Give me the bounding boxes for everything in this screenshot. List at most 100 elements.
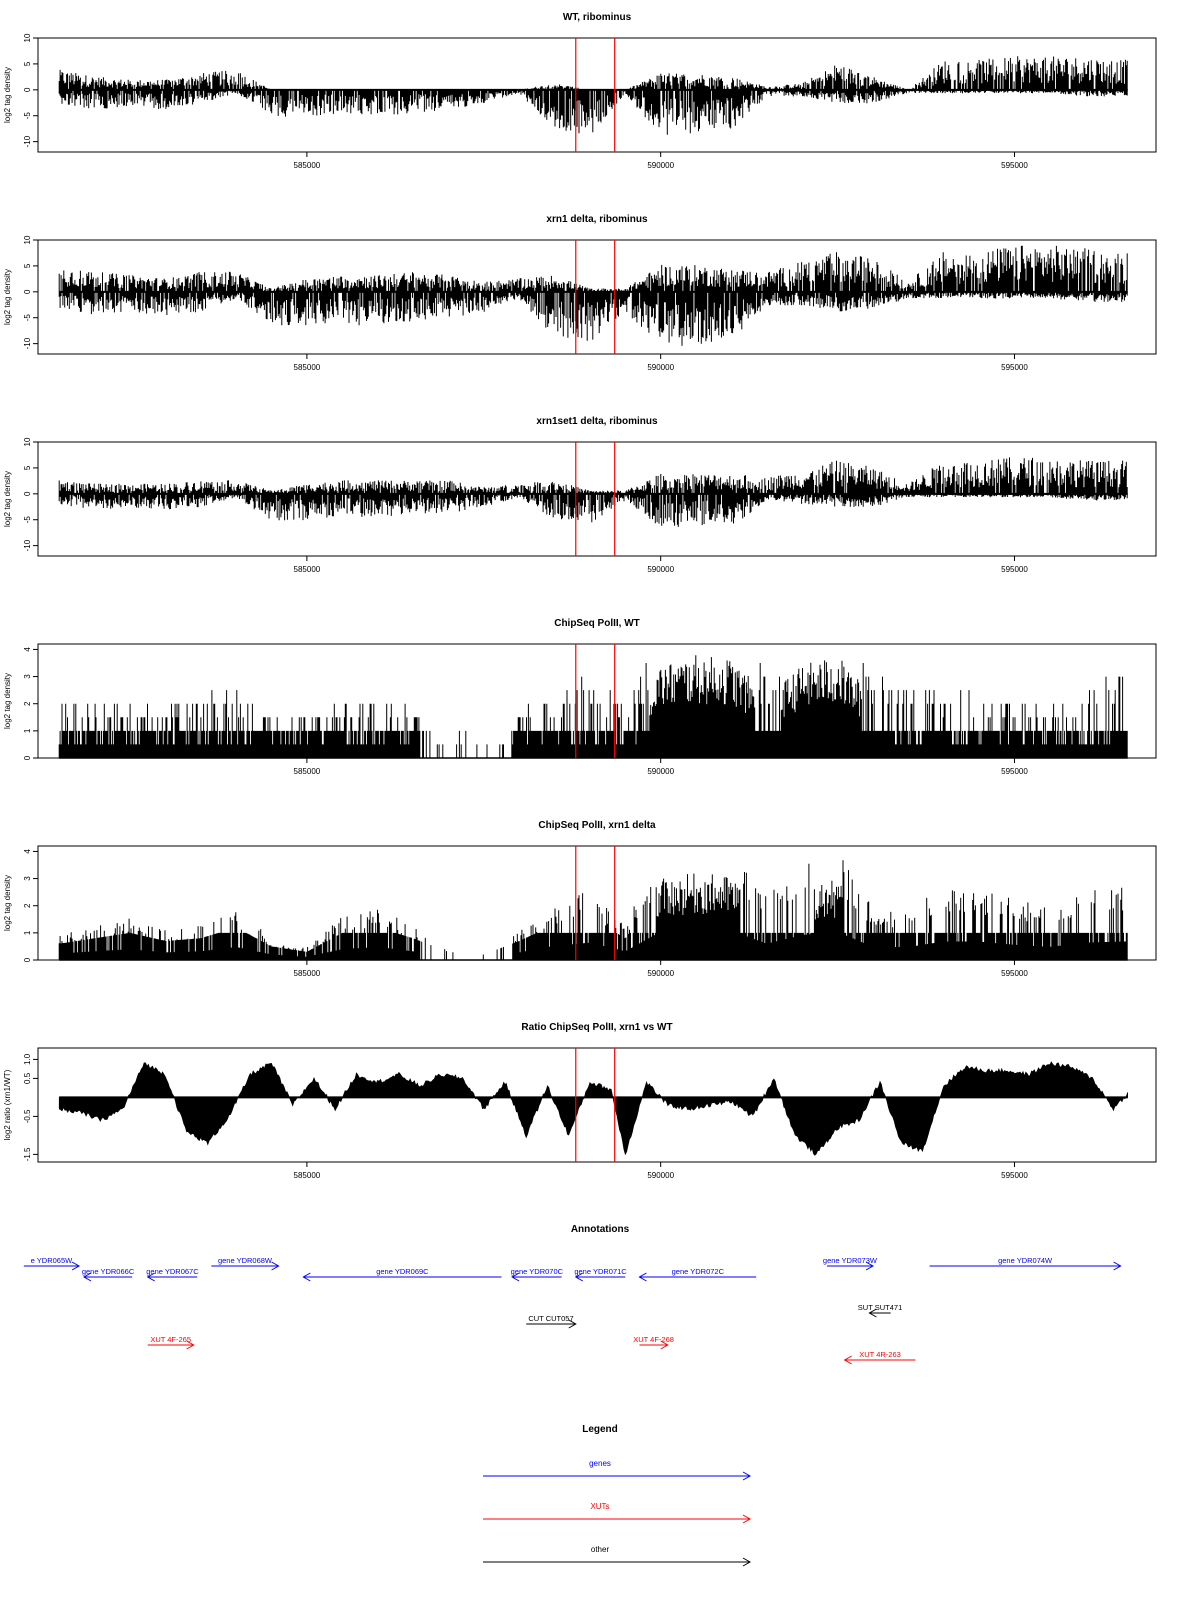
y-tick-label: -0.5: [23, 1109, 32, 1123]
ratio-area-series: [58, 1061, 1128, 1156]
y-tick-label: 0: [23, 755, 32, 760]
chart-panel-3: xrn1set1 delta, ribominus log2 tag densit…: [3, 416, 1157, 574]
legend-item-label: other: [591, 1545, 610, 1554]
y-axis-label: log2 tag density: [3, 875, 12, 931]
y-tick-label: 0: [23, 289, 32, 294]
y-tick-label: 1: [23, 728, 32, 733]
x-tick-label: 590000: [647, 767, 674, 776]
chart-panel-6: Ratio ChipSeq PolII, xrn1 vs WT log2 rati…: [3, 1022, 1157, 1180]
annotations-panel: Annotations e YDR065W gene YDR066C gene YDR…: [23, 1224, 1122, 1365]
xut-arrow-arrowhead: [186, 1340, 195, 1350]
x-tick-label: 585000: [294, 565, 321, 574]
gene-arrow-label: gene YDR066C: [82, 1267, 135, 1276]
y-tick-label: 0.5: [23, 1072, 32, 1084]
gene-arrow-label: gene YDR067C: [146, 1267, 199, 1276]
y-axis-label: log2 tag density: [3, 673, 12, 729]
xut-arrow-arrowhead: [843, 1355, 852, 1365]
annotations-title: Annotations: [571, 1224, 630, 1235]
xut-arrow-label: XUT 4F-268: [633, 1335, 674, 1344]
chart-title: WT, ribominus: [563, 12, 632, 23]
y-tick-label: 2: [23, 903, 32, 908]
gene-arrow-arrowhead: [865, 1261, 874, 1271]
gene-arrow-arrowhead: [511, 1272, 520, 1282]
y-tick-label: -5: [23, 314, 32, 322]
x-tick-label: 595000: [1001, 1171, 1028, 1180]
legend-item-label: genes: [589, 1459, 611, 1468]
y-tick-label: -1.5: [23, 1147, 32, 1161]
y-tick-label: 4: [23, 849, 32, 854]
y-tick-label: 5: [23, 263, 32, 268]
x-tick-label: 595000: [1001, 969, 1028, 978]
plot-frame: [37, 1047, 1157, 1163]
gene-arrow-label: gene YDR070C: [511, 1267, 564, 1276]
x-tick-label: 595000: [1001, 767, 1028, 776]
y-tick-label: 10: [23, 437, 32, 446]
chipseq-bars: [58, 860, 1128, 960]
y-tick-label: 10: [23, 33, 32, 42]
x-tick-label: 590000: [647, 363, 674, 372]
gene-arrow-label: gene YDR073W: [823, 1256, 878, 1265]
y-tick-label: 0: [23, 957, 32, 962]
gene-arrow-arrowhead: [638, 1272, 647, 1282]
other-arrow-arrowhead: [568, 1319, 577, 1329]
legend-item-arrowhead: [742, 1471, 752, 1481]
other-arrow-arrowhead: [868, 1308, 877, 1318]
chart-title: xrn1set1 delta, ribominus: [536, 416, 658, 427]
x-tick-label: 585000: [294, 161, 321, 170]
plus-strand-bars: [58, 245, 1128, 292]
y-axis-label: log2 tag density: [3, 269, 12, 325]
x-tick-label: 585000: [294, 767, 321, 776]
y-axis-label: log2 tag density: [3, 67, 12, 123]
x-tick-label: 590000: [647, 1171, 674, 1180]
gene-arrow-arrowhead: [302, 1272, 311, 1282]
chart-panel-2: xrn1 delta, ribominus log2 tag density 10 5…: [3, 214, 1157, 372]
chart-title: Ratio ChipSeq PolII, xrn1 vs WT: [521, 1022, 672, 1033]
gene-arrow-arrowhead: [146, 1272, 155, 1282]
x-tick-label: 585000: [294, 1171, 321, 1180]
y-tick-label: 3: [23, 674, 32, 679]
y-tick-label: 0: [23, 491, 32, 496]
x-tick-label: 595000: [1001, 565, 1028, 574]
x-tick-label: 590000: [647, 565, 674, 574]
y-tick-label: 1: [23, 930, 32, 935]
y-tick-label: 4: [23, 647, 32, 652]
chart-panel-1: WT, ribominus log2 tag density 10 5 0 -5 -10 58…: [3, 12, 1157, 170]
y-tick-label: 5: [23, 61, 32, 66]
chart-panel-4: ChipSeq PolII, WT log2 tag density 0 1 2 3 4 58…: [3, 618, 1157, 776]
x-tick-label: 585000: [294, 363, 321, 372]
y-tick-label: 3: [23, 876, 32, 881]
x-tick-label: 595000: [1001, 363, 1028, 372]
gene-arrow-label: gene YDR071C: [574, 1267, 627, 1276]
minus-strand-bars: [58, 493, 1128, 527]
y-tick-label: 5: [23, 465, 32, 470]
y-tick-label: -10: [23, 539, 32, 551]
plot-frame: [37, 37, 1157, 153]
xut-arrow-label: XUT 4R-263: [859, 1350, 901, 1359]
plus-strand-bars: [58, 457, 1128, 494]
legend-item-arrowhead: [742, 1514, 752, 1524]
plus-strand-bars: [58, 56, 1128, 90]
chart-panel-5: ChipSeq PolII, xrn1 delta log2 tag densit…: [3, 820, 1157, 978]
gene-arrow-arrowhead: [1113, 1261, 1122, 1271]
chipseq-bars: [58, 655, 1128, 758]
y-tick-label: -10: [23, 135, 32, 147]
other-arrow-label: CUT CUT057: [528, 1314, 573, 1323]
y-axis-label: log2 ratio (xrn1/WT): [3, 1069, 12, 1140]
y-tick-label: 10: [23, 235, 32, 244]
xut-arrow-label: XUT 4F-265: [150, 1335, 191, 1344]
chart-title: xrn1 delta, ribominus: [546, 214, 648, 225]
legend-item-arrowhead: [742, 1557, 752, 1567]
gene-arrow-label: gene YDR074W: [998, 1256, 1053, 1265]
x-tick-label: 585000: [294, 969, 321, 978]
plot-frame: [37, 441, 1157, 557]
gene-arrow-arrowhead: [574, 1272, 584, 1282]
y-tick-label: 1.0: [23, 1053, 32, 1065]
y-tick-label: -10: [23, 337, 32, 349]
chart-title: ChipSeq PolII, WT: [554, 618, 640, 629]
y-axis-label: log2 tag density: [3, 471, 12, 527]
chart-title: ChipSeq PolII, xrn1 delta: [538, 820, 656, 831]
gene-arrow-label: gene YDR068W: [218, 1256, 273, 1265]
gene-arrow-label: gene YDR072C: [672, 1267, 725, 1276]
y-tick-label: -5: [23, 112, 32, 120]
